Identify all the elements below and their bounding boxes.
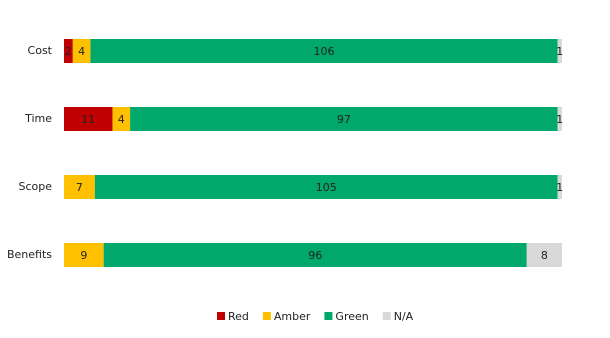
bar-segment — [64, 243, 104, 267]
legend-swatch — [217, 312, 225, 320]
data-label: 1 — [556, 45, 563, 58]
y-tick-label: Benefits — [7, 248, 52, 261]
legend-label: Red — [228, 310, 249, 323]
legend-label: Green — [335, 310, 368, 323]
legend-label: N/A — [394, 310, 414, 323]
data-label: 106 — [314, 45, 335, 58]
data-label: 97 — [337, 113, 351, 126]
y-tick-label: Scope — [18, 180, 52, 193]
data-label: 2 — [65, 45, 72, 58]
legend-swatch — [382, 312, 391, 320]
legend-swatch — [324, 312, 333, 320]
bar-segment — [103, 243, 527, 267]
data-label: 9 — [80, 249, 87, 262]
bar-segment — [64, 39, 73, 63]
bar-segment — [64, 107, 113, 131]
data-label: 4 — [118, 113, 125, 126]
data-label: 11 — [81, 113, 95, 126]
legend-swatch — [262, 312, 271, 320]
bar-segment — [557, 39, 562, 63]
data-label: 96 — [308, 249, 322, 262]
bar-segment — [72, 39, 91, 63]
data-label: 8 — [541, 249, 548, 262]
data-label: 7 — [76, 181, 83, 194]
bar-segment — [557, 175, 562, 199]
legend-label: Amber — [274, 310, 311, 323]
bar-segment — [557, 107, 562, 131]
y-tick-label: Time — [24, 112, 52, 125]
bar-segment — [64, 175, 95, 199]
y-tick-label: Cost — [28, 44, 53, 57]
bar-segment — [526, 243, 562, 267]
bar-segment — [112, 107, 131, 131]
bar-segment — [94, 175, 558, 199]
data-label: 1 — [556, 113, 563, 126]
bar-segment — [90, 39, 558, 63]
data-label: 105 — [316, 181, 337, 194]
data-label: 1 — [556, 181, 563, 194]
data-label: 4 — [78, 45, 85, 58]
bar-segment — [130, 107, 558, 131]
